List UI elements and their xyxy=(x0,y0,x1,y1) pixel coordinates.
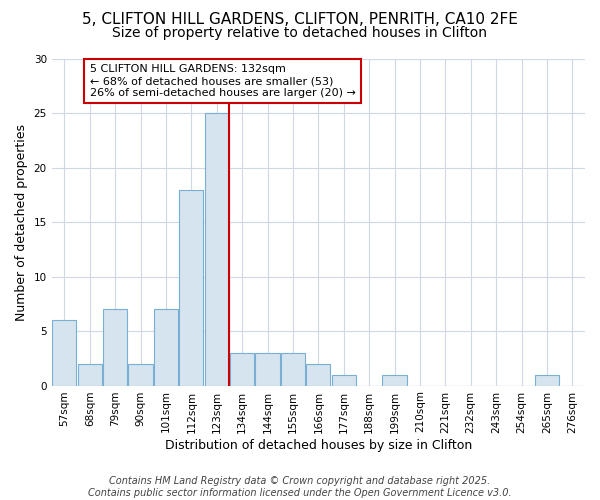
Bar xyxy=(332,374,356,386)
Bar xyxy=(103,310,127,386)
Bar xyxy=(256,353,280,386)
Text: Contains HM Land Registry data © Crown copyright and database right 2025.
Contai: Contains HM Land Registry data © Crown c… xyxy=(88,476,512,498)
Text: 5, CLIFTON HILL GARDENS, CLIFTON, PENRITH, CA10 2FE: 5, CLIFTON HILL GARDENS, CLIFTON, PENRIT… xyxy=(82,12,518,28)
Bar xyxy=(179,190,203,386)
Bar xyxy=(128,364,152,386)
Bar xyxy=(306,364,331,386)
Bar xyxy=(382,374,407,386)
X-axis label: Distribution of detached houses by size in Clifton: Distribution of detached houses by size … xyxy=(165,440,472,452)
Bar xyxy=(52,320,76,386)
Bar xyxy=(281,353,305,386)
Text: 5 CLIFTON HILL GARDENS: 132sqm
← 68% of detached houses are smaller (53)
26% of : 5 CLIFTON HILL GARDENS: 132sqm ← 68% of … xyxy=(90,64,356,98)
Bar xyxy=(230,353,254,386)
Bar xyxy=(205,114,229,386)
Y-axis label: Number of detached properties: Number of detached properties xyxy=(15,124,28,321)
Text: Size of property relative to detached houses in Clifton: Size of property relative to detached ho… xyxy=(113,26,487,40)
Bar xyxy=(77,364,102,386)
Bar xyxy=(535,374,559,386)
Bar xyxy=(154,310,178,386)
